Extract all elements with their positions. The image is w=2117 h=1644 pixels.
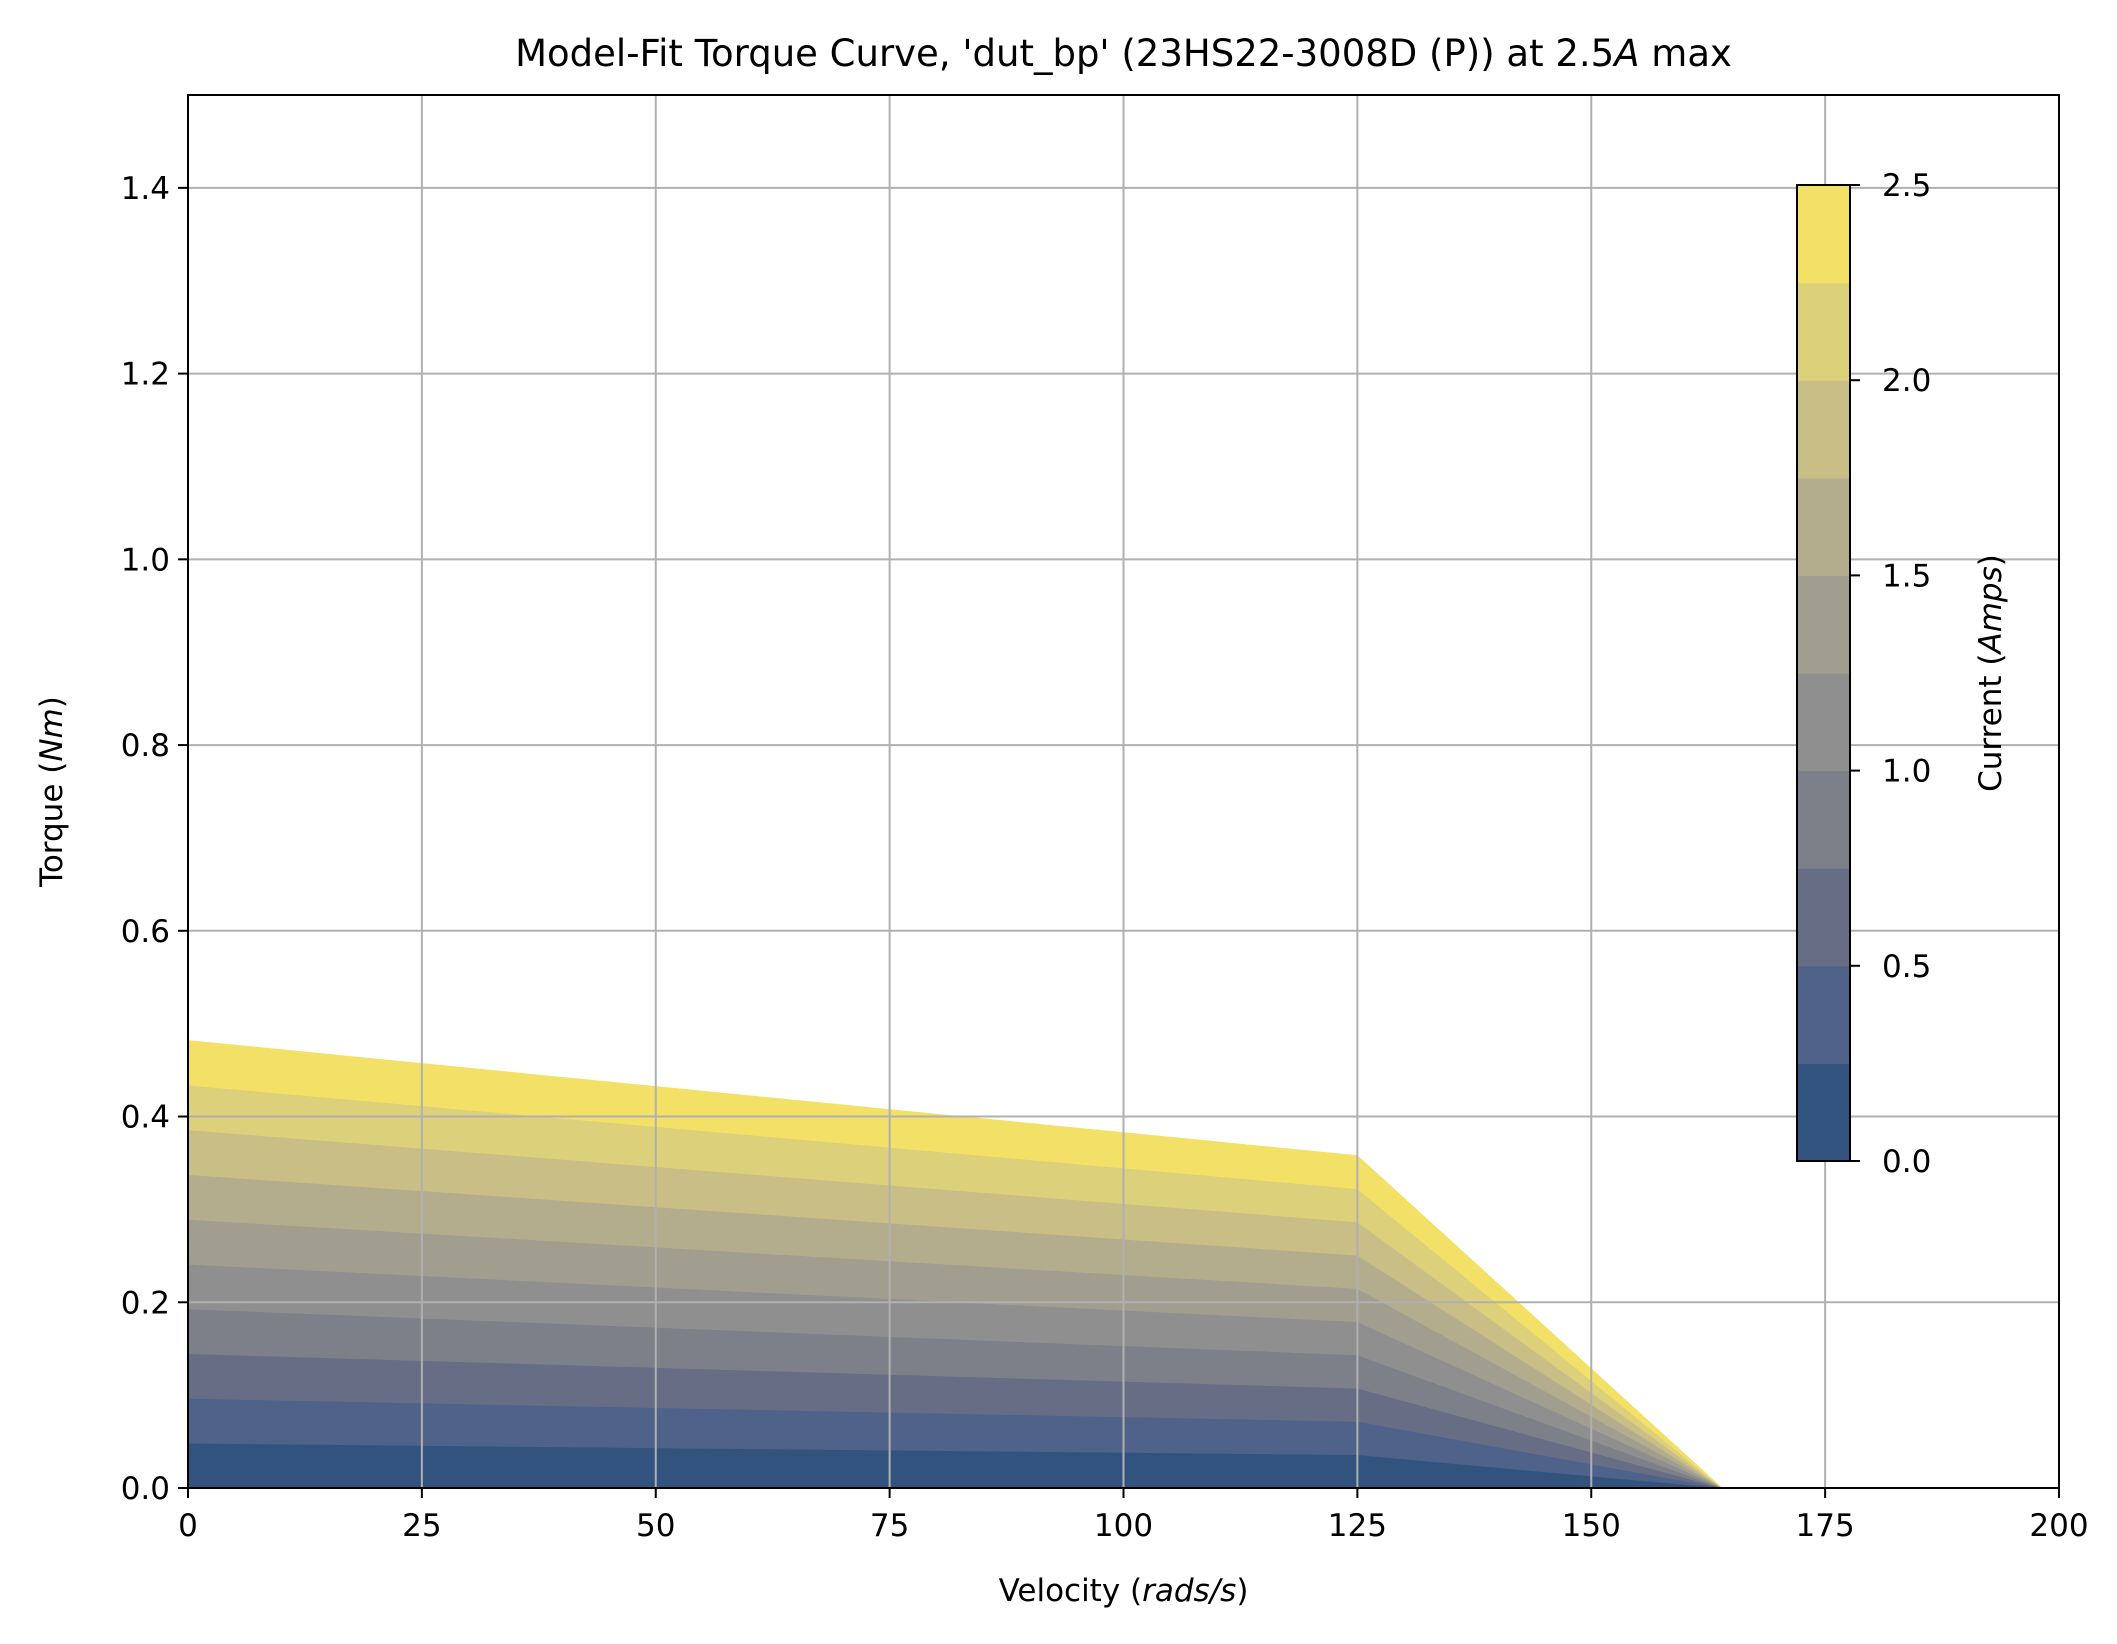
colorbar-band xyxy=(1797,575,1850,674)
x-tick-label: 100 xyxy=(1094,1508,1153,1544)
y-tick-label: 1.4 xyxy=(121,171,170,207)
colorbar-band xyxy=(1797,477,1850,576)
y-axis-ticks: 0.0 0.2 0.4 0.6 0.8 1.0 1.2 1.4 xyxy=(121,171,188,1507)
colorbar: 0.0 0.5 1.0 1.5 2.0 2.5 Current (Amps) xyxy=(1796,168,2009,1180)
colorbar-band xyxy=(1797,282,1850,381)
x-tick-label: 50 xyxy=(636,1508,675,1544)
colorbar-ticks: 0.0 0.5 1.0 1.5 2.0 2.5 xyxy=(1850,168,1931,1180)
x-tick-label: 150 xyxy=(1562,1508,1621,1544)
x-tick-label: 175 xyxy=(1796,1508,1855,1544)
colorbar-bands xyxy=(1797,185,1850,1162)
y-tick-label: 1.2 xyxy=(121,357,170,393)
colorbar-tick-label: 1.0 xyxy=(1882,754,1931,790)
colorbar-frame xyxy=(1796,184,1851,1162)
x-tick-label: 200 xyxy=(2029,1508,2088,1544)
colorbar-band xyxy=(1797,770,1850,869)
colorbar-tick-label: 2.5 xyxy=(1882,168,1931,204)
colorbar-tick-label: 2.0 xyxy=(1882,363,1931,399)
y-tick-label: 1.0 xyxy=(121,542,170,578)
y-tick-label: 0.2 xyxy=(121,1285,170,1321)
x-tick-label: 125 xyxy=(1328,1508,1387,1544)
y-axis-label: Torque (Nm) xyxy=(34,696,70,888)
y-tick-label: 0.0 xyxy=(121,1471,170,1507)
colorbar-tick-label: 0.0 xyxy=(1882,1144,1931,1180)
colorbar-band xyxy=(1797,185,1850,284)
colorbar-label: Current (Amps) xyxy=(1973,554,2009,792)
colorbar-band xyxy=(1797,380,1850,479)
contour-band xyxy=(187,1040,1723,1489)
x-axis-label: Velocity (rads/s) xyxy=(999,1573,1249,1609)
x-tick-label: 25 xyxy=(402,1508,441,1544)
colorbar-band xyxy=(1797,868,1850,967)
chart-title: Model-Fit Torque Curve, 'dut_bp' (23HS22… xyxy=(515,32,1732,75)
colorbar-tick-label: 0.5 xyxy=(1882,949,1931,985)
x-tick-label: 75 xyxy=(870,1508,909,1544)
colorbar-band xyxy=(1797,1063,1850,1162)
contour-fill-layer xyxy=(187,1040,1723,1489)
colorbar-band xyxy=(1797,673,1850,772)
y-tick-label: 0.8 xyxy=(121,728,170,764)
y-tick-label: 0.4 xyxy=(121,1100,170,1136)
x-axis-ticks: 0 25 50 75 100 125 150 175 200 xyxy=(178,1488,2089,1544)
x-tick-label: 0 xyxy=(178,1508,198,1544)
y-tick-label: 0.6 xyxy=(121,914,170,950)
colorbar-band xyxy=(1797,965,1850,1064)
colorbar-tick-label: 1.5 xyxy=(1882,558,1931,594)
